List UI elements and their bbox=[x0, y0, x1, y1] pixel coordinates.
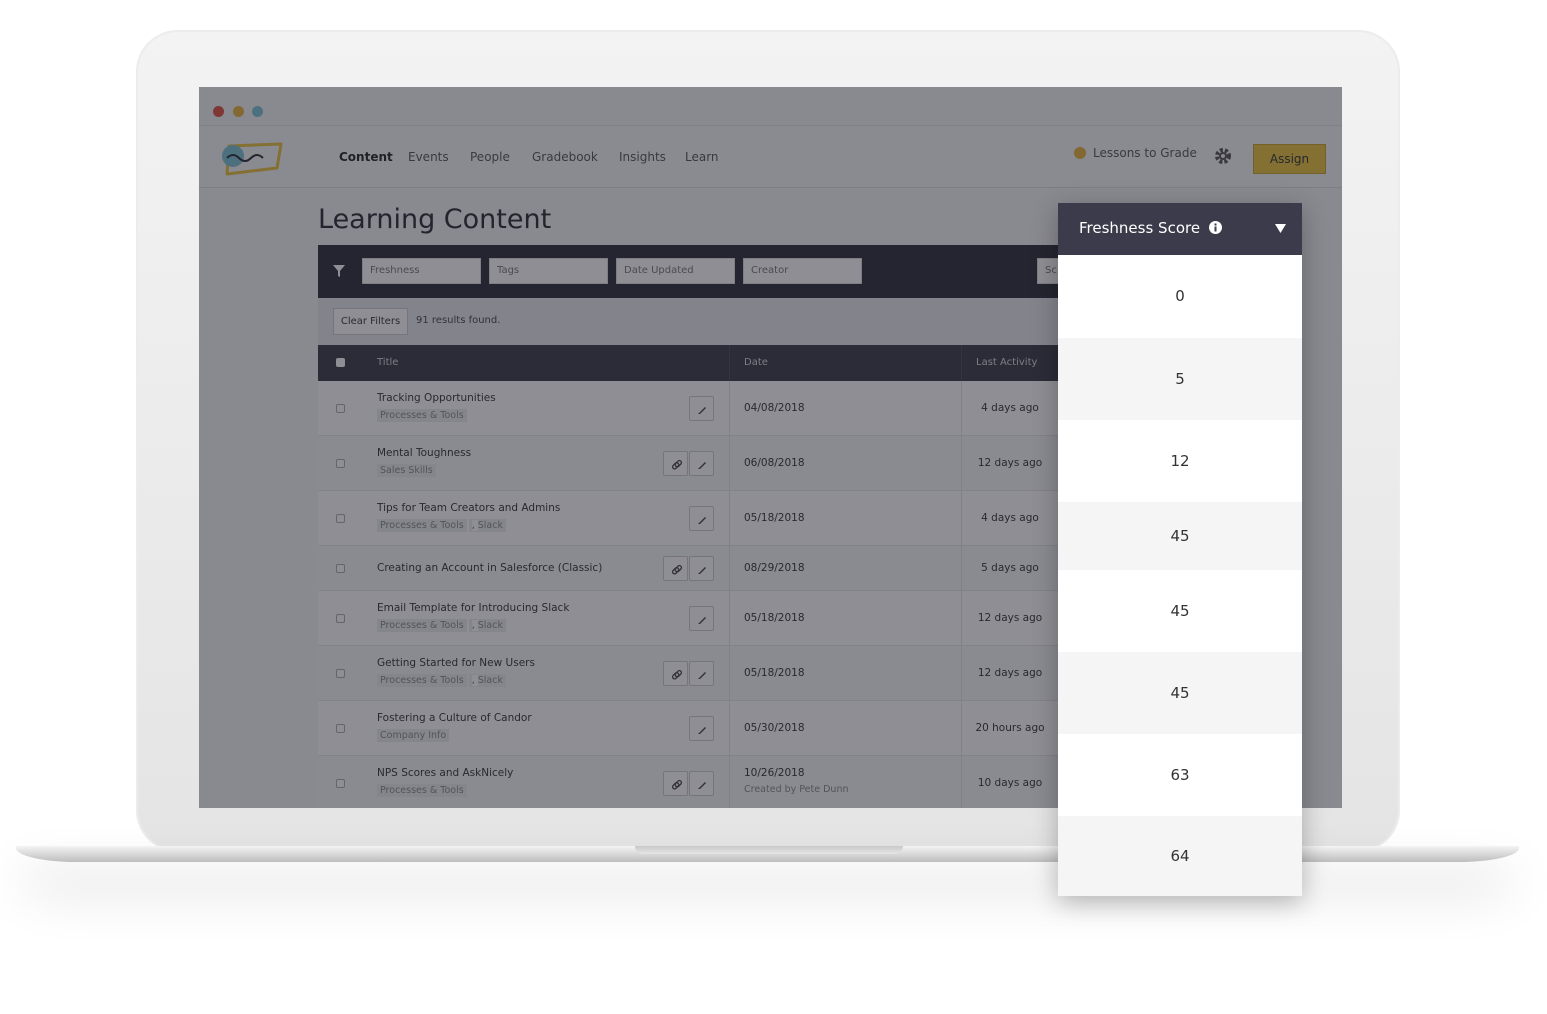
freshness-score: 45 bbox=[1058, 570, 1302, 652]
freshness-score: 0 bbox=[1058, 255, 1302, 338]
freshness-score: 63 bbox=[1058, 734, 1302, 816]
freshness-score: 45 bbox=[1058, 652, 1302, 734]
freshness-panel: Freshness Score 0 5 12 45 45 45 63 64 bbox=[1058, 203, 1302, 896]
info-icon bbox=[1208, 221, 1222, 234]
freshness-score: 5 bbox=[1058, 338, 1302, 420]
freshness-score: 64 bbox=[1058, 816, 1302, 896]
freshness-score: 45 bbox=[1058, 502, 1302, 570]
freshness-title: Freshness Score bbox=[1079, 219, 1201, 237]
freshness-header[interactable]: Freshness Score bbox=[1058, 203, 1302, 255]
freshness-list: 0 5 12 45 45 45 63 64 bbox=[1058, 255, 1302, 896]
laptop-notch bbox=[635, 846, 903, 854]
dropdown-arrow bbox=[1275, 224, 1286, 233]
freshness-score: 12 bbox=[1058, 420, 1302, 502]
